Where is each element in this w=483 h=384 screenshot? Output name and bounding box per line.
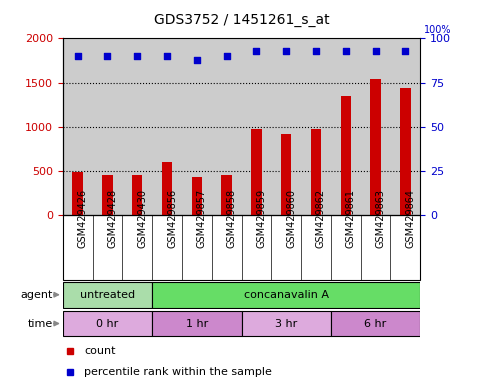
- Text: GSM429863: GSM429863: [376, 189, 385, 248]
- Bar: [72, 172, 83, 215]
- Text: GSM429857: GSM429857: [197, 189, 207, 248]
- Point: [133, 53, 141, 59]
- Point: [74, 53, 82, 59]
- Text: GSM429864: GSM429864: [405, 189, 415, 248]
- FancyBboxPatch shape: [152, 282, 420, 308]
- Text: GSM429859: GSM429859: [256, 189, 267, 248]
- FancyBboxPatch shape: [152, 311, 242, 336]
- Text: 3 hr: 3 hr: [275, 318, 298, 329]
- Point: [342, 48, 350, 54]
- Text: concanavalin A: concanavalin A: [244, 290, 328, 300]
- Text: GSM429426: GSM429426: [78, 189, 88, 248]
- Text: agent: agent: [21, 290, 53, 300]
- Bar: [341, 96, 351, 215]
- Text: GSM429858: GSM429858: [227, 189, 237, 248]
- FancyBboxPatch shape: [242, 311, 331, 336]
- Bar: [162, 162, 172, 215]
- Text: percentile rank within the sample: percentile rank within the sample: [84, 367, 272, 377]
- Text: GDS3752 / 1451261_s_at: GDS3752 / 1451261_s_at: [154, 13, 329, 27]
- Point: [401, 48, 409, 54]
- Point: [193, 56, 201, 63]
- Text: GSM429861: GSM429861: [346, 189, 356, 248]
- Bar: [400, 88, 411, 215]
- Point: [223, 53, 230, 59]
- Bar: [281, 134, 291, 215]
- Bar: [192, 177, 202, 215]
- Text: 6 hr: 6 hr: [364, 318, 387, 329]
- Bar: [132, 175, 142, 215]
- Point: [372, 48, 380, 54]
- FancyBboxPatch shape: [63, 282, 152, 308]
- Text: GSM429862: GSM429862: [316, 189, 326, 248]
- Text: 100%: 100%: [424, 25, 451, 35]
- Point: [253, 48, 260, 54]
- Bar: [370, 79, 381, 215]
- Text: count: count: [84, 346, 116, 356]
- Text: GSM429856: GSM429856: [167, 189, 177, 248]
- Point: [104, 53, 112, 59]
- FancyBboxPatch shape: [331, 311, 420, 336]
- Bar: [251, 129, 262, 215]
- Bar: [311, 129, 321, 215]
- Text: untreated: untreated: [80, 290, 135, 300]
- Point: [163, 53, 171, 59]
- Text: 1 hr: 1 hr: [185, 318, 208, 329]
- Point: [312, 48, 320, 54]
- Bar: [63, 38, 420, 215]
- Text: GSM429430: GSM429430: [137, 189, 147, 248]
- Bar: [102, 175, 113, 215]
- Text: GSM429428: GSM429428: [108, 189, 117, 248]
- Text: time: time: [28, 318, 53, 329]
- Text: GSM429860: GSM429860: [286, 189, 296, 248]
- Text: 0 hr: 0 hr: [96, 318, 119, 329]
- FancyBboxPatch shape: [63, 311, 152, 336]
- Point: [282, 48, 290, 54]
- Bar: [221, 175, 232, 215]
